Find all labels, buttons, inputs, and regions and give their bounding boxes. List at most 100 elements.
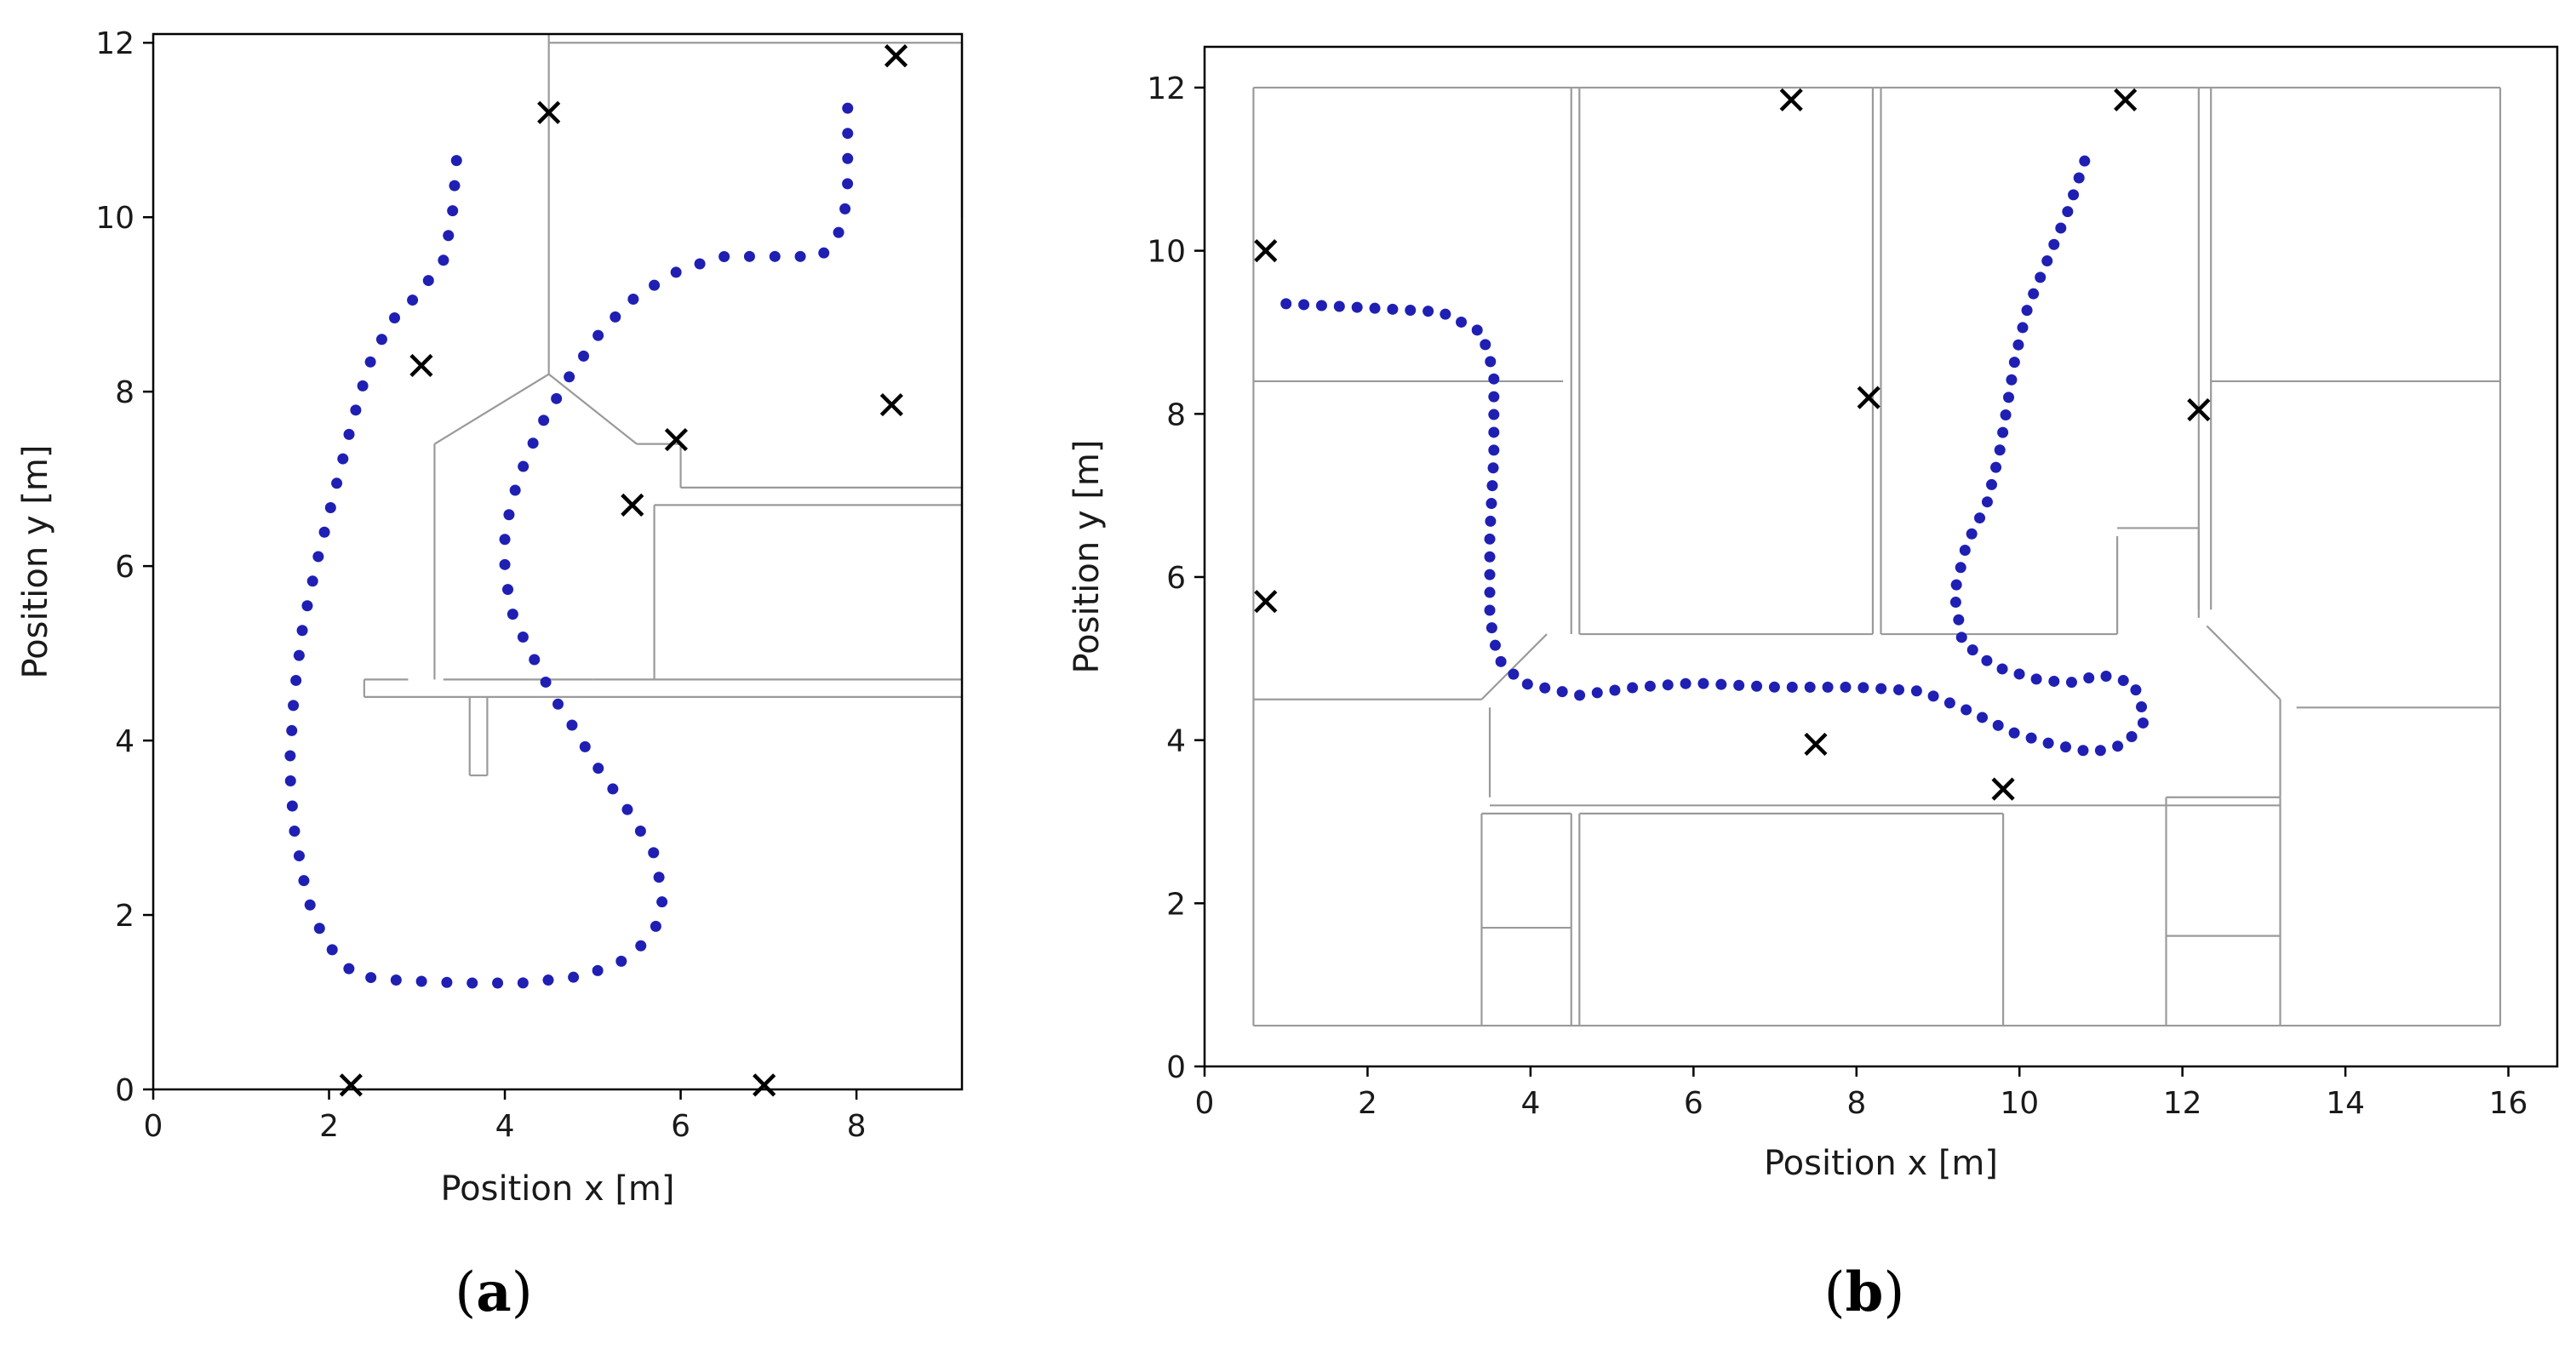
trajectory-point	[312, 551, 324, 563]
trajectory-point	[364, 356, 376, 368]
trajectory-point	[1488, 426, 1500, 438]
trajectory-point	[337, 453, 349, 465]
trajectory-point	[527, 437, 539, 449]
trajectory-point	[1981, 654, 1993, 666]
wall-b	[1480, 633, 1548, 700]
trajectory-point	[2048, 675, 2060, 687]
y-tick-label: 6	[115, 550, 135, 585]
x-tick-label: 4	[495, 1109, 515, 1144]
x-tick-label: 0	[144, 1109, 163, 1144]
trajectory-point	[449, 180, 461, 191]
x-tick-label: 4	[1520, 1086, 1540, 1121]
caption-a-open: (	[455, 1261, 476, 1324]
trajectory-point	[694, 258, 706, 270]
trajectory-point	[2006, 374, 2018, 386]
trajectory-point	[607, 783, 619, 795]
y-tick-label: 8	[1166, 397, 1186, 432]
x-tick-label: 6	[1684, 1086, 1703, 1121]
trajectory-point	[1440, 308, 1451, 320]
trajectory-point	[1950, 579, 1962, 591]
y-ticks-b: 0 2 4 6 8 10 12	[1147, 71, 1205, 1085]
trajectory-point	[1591, 687, 1603, 699]
trajectory-point	[627, 293, 639, 305]
trajectory-point	[443, 230, 455, 242]
panel-b: 0 2 4 6 8 10 12 14 16 0 2 4 6 8 10 12 Position x [m] P…	[1068, 45, 2559, 1324]
trajectory-point	[1786, 681, 1798, 693]
trajectory-point	[390, 975, 402, 986]
trajectory-point	[1489, 639, 1501, 651]
trajectory-point	[1977, 712, 1989, 723]
trajectory-point	[592, 329, 604, 341]
trajectory-point	[635, 940, 647, 952]
trajectory-point	[492, 977, 504, 989]
y-tick-label: 2	[1166, 887, 1186, 922]
x-axis-label-b: Position x [m]	[1764, 1144, 1998, 1183]
anchor-marker	[1254, 590, 1278, 614]
y-tick-label: 12	[95, 26, 135, 61]
anchor-marker	[1804, 732, 1828, 757]
trajectory-point	[1485, 498, 1497, 510]
trajectory-point	[2025, 732, 2037, 744]
trajectory-point	[839, 203, 851, 214]
x-axis-label-a: Position x [m]	[440, 1169, 674, 1209]
trajectory-point	[2021, 305, 2033, 317]
trajectory-point	[842, 178, 854, 190]
y-tick-label: 4	[1166, 724, 1186, 759]
trajectory-point	[2077, 745, 2089, 757]
trajectory-point	[2060, 741, 2072, 753]
trajectory-point	[2112, 740, 2124, 752]
anchor-marker	[1991, 777, 2015, 801]
trajectory-point	[842, 102, 854, 114]
trajectory-point	[1858, 682, 1869, 694]
trajectory-point	[1471, 324, 1483, 336]
trajectory-point	[1627, 682, 1639, 694]
trajectory-point	[1662, 679, 1674, 691]
caption-b-close: )	[1883, 1261, 1904, 1324]
trajectory-point	[1768, 681, 1780, 693]
trajectory-point	[2042, 737, 2054, 749]
trajectory-point	[326, 944, 338, 956]
trajectory-point	[1804, 681, 1816, 693]
trajectory-point	[286, 724, 298, 736]
anchor-marker	[753, 1073, 776, 1097]
trajectory-point	[718, 250, 730, 262]
trajectory-point	[438, 254, 449, 266]
trajectory-point	[568, 971, 580, 983]
trajectory-point	[296, 625, 308, 637]
trajectory-point	[2083, 672, 2095, 684]
trajectory-point	[507, 609, 518, 620]
trajectory-point	[365, 972, 377, 984]
trajectory-point	[343, 963, 355, 975]
trajectory-point	[1981, 496, 1993, 508]
trajectory-point	[1351, 301, 1363, 313]
trajectory-point	[357, 380, 369, 392]
trajectory-point	[286, 800, 298, 812]
y-tick-label: 12	[1147, 71, 1186, 106]
trajectory-point	[1961, 704, 1972, 716]
y-tick-label: 10	[95, 201, 135, 236]
trajectory-point	[293, 649, 305, 661]
trajectory-point	[743, 250, 755, 262]
trajectory-point	[1556, 686, 1568, 698]
trajectory-point	[1697, 677, 1709, 689]
trajectory-point	[343, 428, 355, 440]
trajectory-point	[1280, 298, 1292, 310]
trajectory-point	[1955, 632, 1967, 643]
trajectory-point	[1574, 689, 1586, 701]
trajectory-point	[1609, 684, 1621, 696]
trajectory-point	[1959, 545, 1971, 557]
x-tick-label: 2	[319, 1109, 339, 1144]
trajectory-point	[2035, 272, 2046, 283]
trajectory-point	[324, 502, 336, 514]
trajectory-point	[304, 899, 316, 911]
anchor-marker	[1779, 88, 1803, 111]
trajectory-point	[2068, 189, 2080, 201]
y-tick-label: 0	[115, 1073, 135, 1108]
trajectory-point	[1480, 339, 1491, 351]
trajectory-point	[1521, 678, 1533, 690]
x-ticks-a: 0 2 4 6 8	[144, 1089, 867, 1144]
trajectory-point	[375, 334, 387, 346]
x-ticks-b: 0 2 4 6 8 10 12 14 16	[1195, 1066, 2527, 1121]
trajectory-point	[1910, 685, 1922, 697]
trajectory-point	[592, 964, 604, 976]
